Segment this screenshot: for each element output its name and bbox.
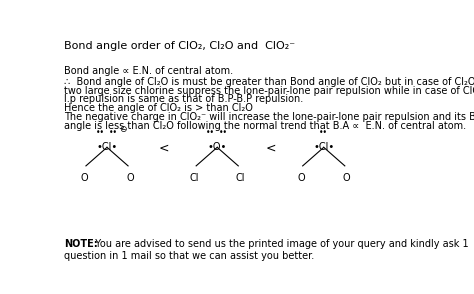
Text: question in 1 mail so that we can assist you better.: question in 1 mail so that we can assist… — [64, 251, 314, 261]
Text: ••: •• — [219, 128, 228, 137]
Text: l.p repulsion is same as that of B.P-B.P repulsion.: l.p repulsion is same as that of B.P-B.P… — [64, 94, 303, 104]
Text: ••: •• — [206, 128, 215, 137]
Text: The negative charge in ClO₂⁻ will increase the lone-pair-lone pair repulsion and: The negative charge in ClO₂⁻ will increa… — [64, 112, 474, 122]
Text: •Cl•: •Cl• — [96, 142, 118, 152]
Text: <: < — [265, 142, 276, 155]
Text: ••: •• — [96, 128, 105, 137]
Text: •O•: •O• — [208, 142, 227, 152]
Text: O: O — [343, 173, 350, 183]
Text: NOTE:: NOTE: — [64, 240, 98, 250]
Text: angle is less than Cl₂O following the normal trend that B.A ∝  E.N. of central a: angle is less than Cl₂O following the no… — [64, 121, 466, 131]
Text: <: < — [159, 142, 169, 155]
Text: Bond angle order of ClO₂, Cl₂O and  ClO₂⁻: Bond angle order of ClO₂, Cl₂O and ClO₂⁻ — [64, 41, 295, 51]
Text: ••: •• — [319, 128, 328, 137]
Text: O: O — [297, 173, 305, 183]
Text: Cl: Cl — [190, 173, 199, 183]
Text: two large size chlorine suppress the lone-pair-lone pair repulsion while in case: two large size chlorine suppress the lon… — [64, 86, 474, 96]
Text: •Cl•: •Cl• — [313, 142, 334, 152]
Text: Cl: Cl — [236, 173, 245, 183]
Text: ∴  Bond angle of Cl₂O is must be greater than Bond angle of ClO₂ but in case of : ∴ Bond angle of Cl₂O is must be greater … — [64, 77, 474, 87]
Text: ••: •• — [109, 128, 118, 137]
Text: O: O — [126, 173, 134, 183]
Text: ⊖: ⊖ — [118, 125, 126, 134]
Text: Bond angle ∝ E.N. of central atom.: Bond angle ∝ E.N. of central atom. — [64, 66, 233, 76]
Text: O: O — [80, 173, 88, 183]
Text: You are advised to send us the printed image of your query and kindly ask 1: You are advised to send us the printed i… — [89, 240, 468, 250]
Text: Hence the angle of ClO₂ is > than Cl₂O: Hence the angle of ClO₂ is > than Cl₂O — [64, 103, 253, 113]
